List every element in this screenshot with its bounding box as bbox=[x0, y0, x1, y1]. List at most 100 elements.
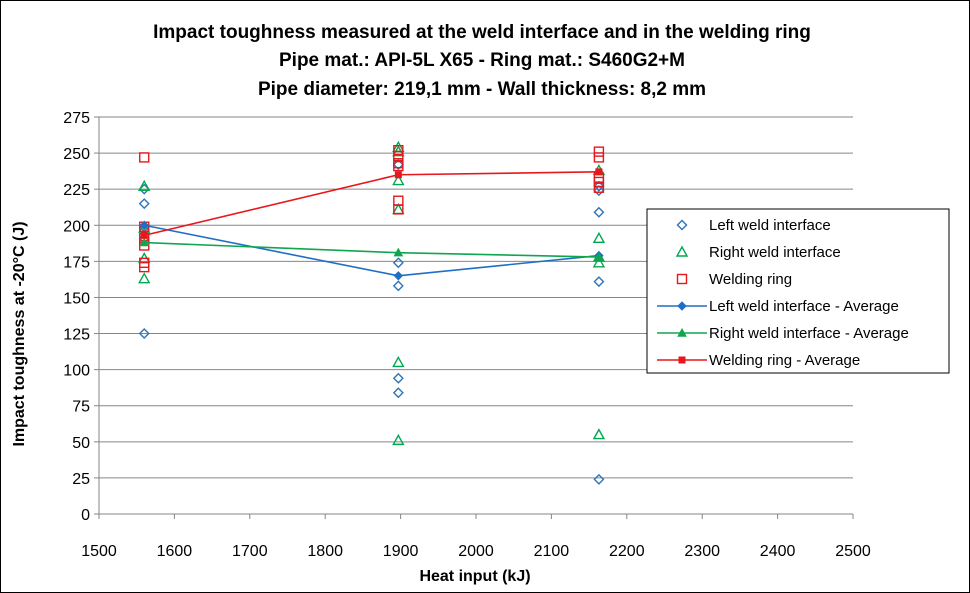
x-tick-label: 1800 bbox=[307, 543, 343, 560]
y-tick-label: 275 bbox=[63, 110, 90, 127]
series-2 bbox=[139, 145, 605, 273]
x-tick-label: 2200 bbox=[609, 543, 645, 560]
chart-title: Impact toughness measured at the weld in… bbox=[153, 22, 811, 100]
data-point bbox=[392, 159, 404, 171]
data-point bbox=[392, 372, 404, 384]
series-4 bbox=[139, 237, 604, 261]
data-point bbox=[392, 280, 404, 292]
y-tick-label: 250 bbox=[63, 146, 90, 163]
chart-title-line-3: Pipe diameter: 219,1 mm - Wall thickness… bbox=[258, 79, 706, 100]
gridlines bbox=[99, 116, 853, 479]
legend-entry: Left weld interface - Average bbox=[657, 298, 899, 315]
legend-label: Welding ring bbox=[709, 271, 792, 288]
x-tick-label: 2500 bbox=[835, 543, 871, 560]
data-point bbox=[594, 252, 604, 261]
legend-marker bbox=[677, 327, 687, 337]
legend-entry: Right weld interface - Average bbox=[657, 325, 909, 342]
series-line bbox=[144, 224, 599, 277]
chart-title-line-2: Pipe mat.: API-5L X65 - Ring mat.: S460G… bbox=[279, 50, 685, 71]
x-tick-label: 2400 bbox=[760, 543, 796, 560]
x-tick-label: 1600 bbox=[157, 543, 193, 560]
legend-label: Right weld interface - Average bbox=[709, 325, 909, 342]
y-tick-label: 0 bbox=[81, 507, 90, 524]
y-axis-ticks: 0 25 50 75 100 125 150 175 200 225 250 275 bbox=[63, 110, 99, 524]
data-point bbox=[138, 272, 151, 284]
chart-title-line-1: Impact toughness measured at the weld in… bbox=[153, 22, 811, 43]
data-point bbox=[592, 256, 606, 268]
y-tick-label: 100 bbox=[63, 363, 90, 380]
data-point bbox=[593, 185, 605, 197]
series-3 bbox=[139, 220, 604, 281]
series-1 bbox=[138, 140, 606, 446]
x-tick-label: 2000 bbox=[458, 543, 494, 560]
legend-label: Right weld interface bbox=[709, 244, 841, 261]
data-point bbox=[393, 195, 404, 206]
x-tick-label: 1700 bbox=[232, 543, 268, 560]
x-tick-label: 2100 bbox=[534, 543, 570, 560]
legend-entry: Right weld interface bbox=[675, 244, 841, 261]
data-point bbox=[593, 473, 605, 485]
x-axis-title: Heat input (kJ) bbox=[419, 568, 530, 585]
y-tick-label: 175 bbox=[63, 254, 90, 271]
data-point bbox=[392, 387, 404, 399]
x-axis-ticks: 1500 1600 1700 1800 1900 2000 2100 2200 2300 2400… bbox=[81, 514, 871, 560]
y-tick-label: 150 bbox=[63, 290, 90, 307]
plot-series bbox=[138, 140, 606, 485]
legend-entry: Welding ring - Average bbox=[657, 352, 860, 369]
series-5 bbox=[140, 168, 603, 239]
x-tick-label: 1500 bbox=[81, 543, 117, 560]
legend-marker bbox=[676, 219, 688, 231]
data-point bbox=[393, 145, 404, 156]
data-point bbox=[392, 174, 405, 186]
legend-label: Welding ring - Average bbox=[709, 352, 860, 369]
data-point bbox=[138, 198, 150, 210]
data-point bbox=[138, 328, 150, 340]
data-point bbox=[393, 150, 404, 162]
data-point bbox=[392, 257, 404, 269]
y-tick-label: 75 bbox=[72, 399, 90, 416]
data-point bbox=[392, 355, 405, 368]
data-point bbox=[593, 276, 605, 288]
legend-marker bbox=[678, 356, 686, 364]
y-tick-label: 50 bbox=[72, 435, 90, 452]
data-point bbox=[592, 428, 606, 440]
y-tick-label: 125 bbox=[63, 327, 90, 344]
series-line bbox=[144, 241, 599, 258]
data-point bbox=[393, 271, 404, 281]
data-point bbox=[394, 171, 402, 179]
x-tick-label: 2300 bbox=[684, 543, 720, 560]
y-tick-label: 200 bbox=[63, 218, 90, 235]
data-point bbox=[593, 146, 605, 157]
data-point bbox=[393, 247, 404, 257]
data-point bbox=[139, 152, 150, 163]
legend-entry: Left weld interface bbox=[676, 217, 831, 234]
series-line bbox=[144, 171, 599, 237]
y-axis-title: Impact toughness at -20°C (J) bbox=[11, 221, 28, 446]
x-tick-label: 1900 bbox=[383, 543, 419, 560]
data-point bbox=[139, 220, 149, 230]
data-point bbox=[392, 433, 405, 446]
data-point bbox=[595, 168, 603, 176]
y-tick-label: 25 bbox=[72, 471, 90, 488]
data-point bbox=[393, 157, 404, 169]
legend-label: Left weld interface - Average bbox=[709, 298, 899, 315]
y-tick-label: 225 bbox=[63, 182, 90, 199]
data-point bbox=[139, 257, 150, 269]
data-point bbox=[593, 182, 605, 193]
data-point bbox=[593, 180, 605, 192]
legend-marker bbox=[675, 245, 689, 257]
legend-marker bbox=[677, 301, 687, 311]
legend-label: Left weld interface bbox=[709, 217, 831, 234]
data-point bbox=[592, 231, 606, 243]
legend: Left weld interface Right weld interface W… bbox=[646, 208, 950, 374]
data-point bbox=[138, 179, 151, 191]
series-0 bbox=[138, 159, 605, 485]
data-point bbox=[140, 231, 148, 239]
data-point bbox=[593, 152, 605, 163]
data-point bbox=[593, 206, 605, 218]
legend-entry: Welding ring bbox=[676, 271, 792, 288]
legend-box bbox=[646, 208, 950, 374]
data-point bbox=[139, 237, 150, 247]
